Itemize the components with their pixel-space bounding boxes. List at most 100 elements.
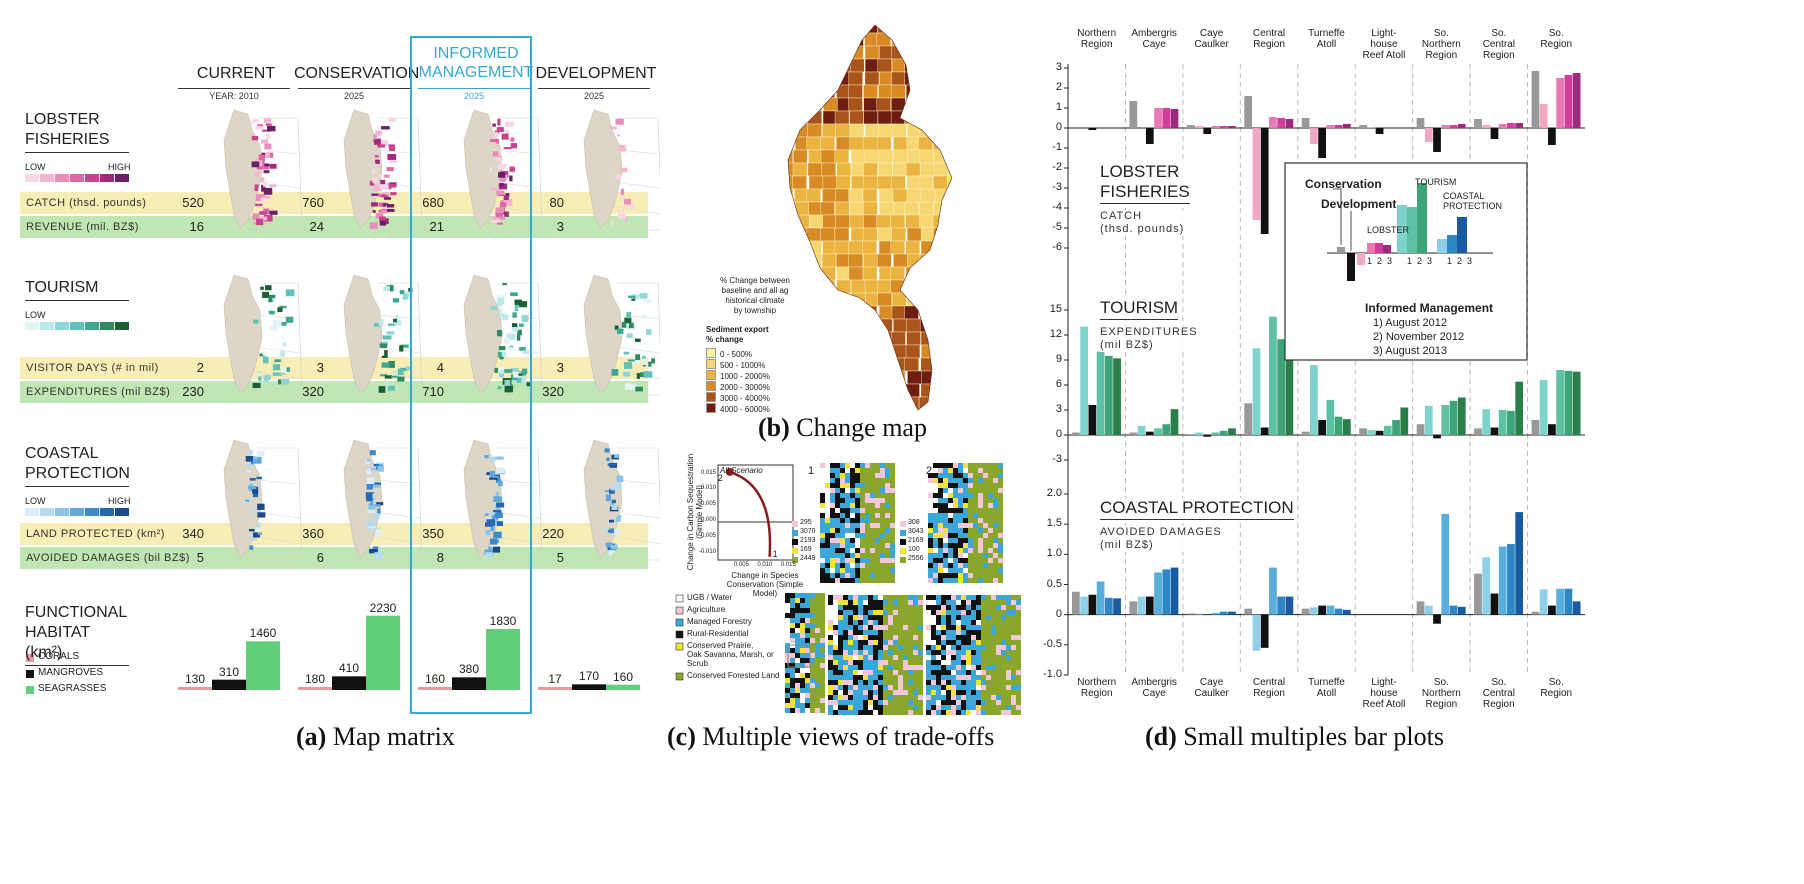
- land-cell: [868, 710, 873, 715]
- count-swatch: [792, 521, 798, 527]
- land-cell: [845, 493, 850, 498]
- land-cell: [805, 593, 810, 598]
- scatter-point-label: 1: [772, 548, 778, 559]
- bar: [1301, 608, 1310, 615]
- metric-label: VISITOR DAYS (# in mil): [26, 362, 159, 374]
- land-cell: [961, 625, 966, 630]
- map-cell: [509, 175, 513, 182]
- land-cell: [981, 595, 986, 600]
- bar: [1211, 612, 1220, 615]
- habitat-bar: [486, 629, 520, 690]
- land-cell: [976, 665, 981, 670]
- land-cell: [858, 640, 863, 645]
- map-cell: [491, 187, 500, 192]
- land-cell: [893, 600, 898, 605]
- land-cell: [883, 620, 888, 625]
- land-cell: [946, 600, 951, 605]
- land-cell: [835, 563, 840, 568]
- land-cell: [956, 705, 961, 710]
- land-cell: [1016, 670, 1021, 675]
- map-cell: [372, 504, 381, 507]
- chart-subtitle: EXPENDITURES (mil BZ$): [1100, 326, 1198, 352]
- habitat-bar: [606, 684, 640, 690]
- land-cell: [938, 528, 943, 533]
- land-cell: [936, 680, 941, 685]
- land-cell: [961, 675, 966, 680]
- inset-tick: 1: [1407, 256, 1413, 266]
- land-cell: [855, 488, 860, 493]
- township-cell: [948, 370, 952, 385]
- landuse-label: Rural-Residential: [687, 629, 749, 638]
- land-cell: [928, 478, 933, 483]
- land-cell: [800, 638, 805, 643]
- land-cell: [885, 518, 890, 523]
- land-cell: [883, 665, 888, 670]
- land-cell: [966, 645, 971, 650]
- map-cell: [367, 509, 376, 514]
- land-cell: [986, 670, 991, 675]
- land-cell: [888, 695, 893, 700]
- map-cell: [642, 358, 647, 366]
- land-cell: [958, 473, 963, 478]
- land-cell: [946, 620, 951, 625]
- map-cell: [266, 134, 271, 140]
- land-cell: [953, 498, 958, 503]
- township-cell: [947, 123, 952, 138]
- land-cell: [875, 463, 880, 468]
- land-cell: [958, 568, 963, 573]
- land-cell: [946, 700, 951, 705]
- land-cell: [825, 523, 830, 528]
- bar: [1285, 119, 1294, 128]
- land-cell: [981, 650, 986, 655]
- map-cell: [263, 118, 272, 123]
- land-cell: [978, 513, 983, 518]
- land-cell: [986, 710, 991, 715]
- land-cell: [976, 705, 981, 710]
- land-cell: [815, 628, 820, 633]
- inset-date: 3) August 2013: [1373, 345, 1448, 357]
- caption-d: (d) Small multiples bar plots: [1145, 722, 1444, 751]
- map-cell: [254, 184, 259, 192]
- land-cell: [825, 548, 830, 553]
- land-cell: [828, 710, 833, 715]
- land-cell: [790, 688, 795, 693]
- map-cell: [498, 298, 505, 305]
- land-cell: [868, 705, 873, 710]
- land-cell: [978, 528, 983, 533]
- chart-subtitle: CATCH (thsd. pounds): [1100, 210, 1185, 236]
- land-cell: [863, 700, 868, 705]
- bar: [1326, 125, 1335, 128]
- township-cell: [948, 318, 952, 333]
- township-cell: [788, 162, 795, 177]
- land-cell: [983, 463, 988, 468]
- township-cell: [836, 396, 851, 410]
- metric-value: 680: [422, 195, 444, 210]
- map-cell: [246, 464, 254, 467]
- township-cell: [835, 214, 850, 229]
- township-cell: [808, 383, 823, 398]
- land-cell: [986, 650, 991, 655]
- land-cell: [893, 685, 898, 690]
- township-cell: [918, 84, 934, 99]
- land-cell: [850, 483, 855, 488]
- land-cell: [981, 665, 986, 670]
- land-cell: [805, 613, 810, 618]
- land-cell: [810, 658, 815, 663]
- map-cell: [494, 367, 499, 373]
- land-cell: [978, 493, 983, 498]
- bar: [1490, 593, 1499, 615]
- land-cell: [918, 700, 923, 705]
- land-cell: [868, 635, 873, 640]
- bar: [1490, 128, 1499, 139]
- land-cell: [873, 680, 878, 685]
- region-header: So. Central Region: [1482, 28, 1515, 61]
- map-cell: [253, 456, 258, 460]
- land-cell: [1016, 615, 1021, 620]
- land-cell: [941, 710, 946, 715]
- land-cell: [983, 558, 988, 563]
- land-cell: [1016, 685, 1021, 690]
- land-cell: [893, 690, 898, 695]
- land-cell: [951, 595, 956, 600]
- township-cell: [792, 357, 807, 372]
- column-title: DEVELOPMENT: [535, 65, 657, 82]
